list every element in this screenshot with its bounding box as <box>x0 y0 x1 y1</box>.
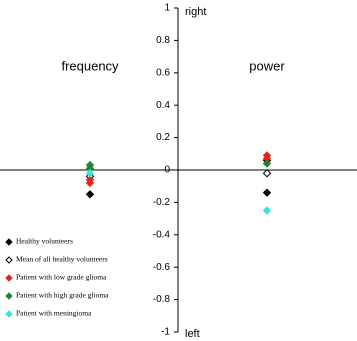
legend-label: Patient with low grade glioma <box>16 273 107 282</box>
data-point <box>85 175 95 184</box>
y-tick-label: -0.2 <box>153 197 171 208</box>
category-label: power <box>249 58 285 73</box>
legend-label: Patient with meningioma <box>16 309 92 318</box>
legend-marker <box>5 274 13 282</box>
legend-marker <box>5 238 13 246</box>
y-tick-label: -0.4 <box>153 229 171 240</box>
data-point <box>262 169 272 178</box>
bottom-annotation: left <box>185 328 200 340</box>
y-tick-label: 0.2 <box>156 132 170 143</box>
data-point <box>262 159 272 168</box>
legend-label: Mean of all healthy volunteers <box>16 255 108 264</box>
legend-label: Healthy volunteers <box>16 237 73 246</box>
y-tick-label: -1 <box>161 327 170 338</box>
category-label: frequency <box>61 58 119 73</box>
data-point <box>262 206 272 215</box>
legend-marker <box>5 256 13 264</box>
y-tick-label: 1 <box>164 3 170 14</box>
y-tick-label: -0.8 <box>153 294 171 305</box>
y-tick-label: 0.6 <box>156 67 170 78</box>
y-tick-label: 0.4 <box>156 100 170 111</box>
data-point <box>85 190 95 199</box>
top-annotation: right <box>185 6 206 18</box>
legend-marker <box>5 292 13 300</box>
legend-marker <box>5 310 13 318</box>
data-point <box>85 169 95 178</box>
y-tick-label: 0.8 <box>156 35 170 46</box>
data-point <box>262 188 272 197</box>
y-tick-label: -0.6 <box>153 262 171 273</box>
y-tick-label: 0 <box>164 165 170 176</box>
legend-label: Patient with high grade glioma <box>16 291 109 300</box>
